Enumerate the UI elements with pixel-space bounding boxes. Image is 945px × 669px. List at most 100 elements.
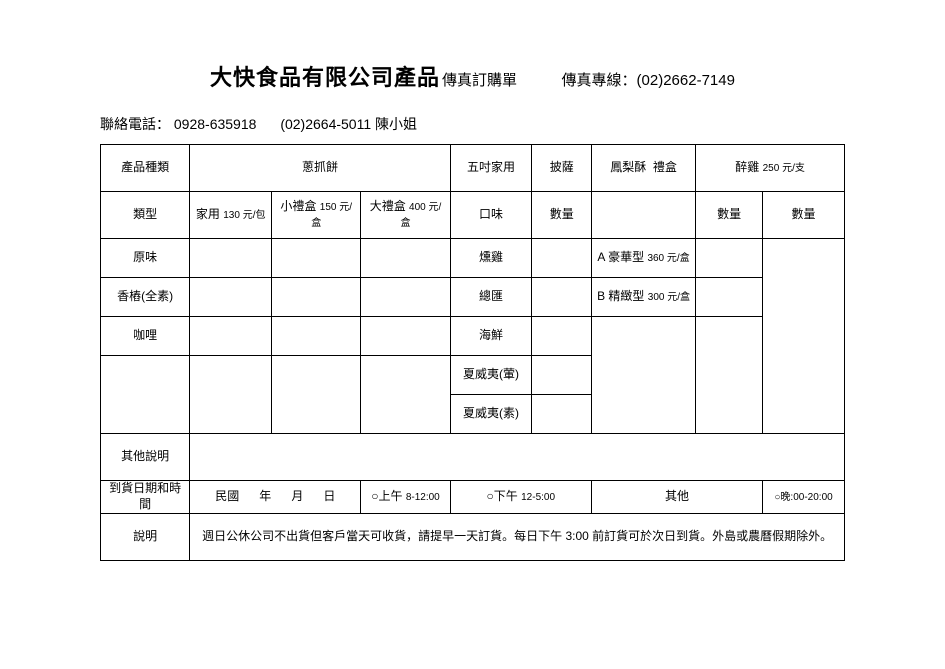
hdr-big-box: 大禮盒 400 元/盒 [361, 192, 450, 239]
company-name: 大快食品有限公司產品 [210, 65, 440, 90]
cell-input[interactable] [361, 317, 450, 356]
delivery-month: 月 [291, 489, 303, 503]
hdr-home-use-text: 家用 [196, 207, 220, 221]
hdr-drunk-chicken-text: 醉雞 [735, 160, 759, 174]
pizza-supreme: 總匯 [450, 278, 532, 317]
delivery-year: 年 [259, 489, 271, 503]
cell-input[interactable] [190, 239, 272, 278]
delivery-date[interactable]: 民國 年 月 日 [190, 481, 361, 514]
hdr-home-use: 家用 130 元/包 [190, 192, 272, 239]
delivery-pm[interactable]: ○下午 12-5:00 [450, 481, 591, 514]
delivery-day: 日 [323, 489, 335, 503]
pineapple-deluxe-text: A 豪華型 [597, 250, 644, 264]
table-row: 香樁(全素) 總匯 B 精緻型 300 元/盒 [101, 278, 845, 317]
contact-label: 聯絡電話： [100, 116, 170, 132]
cell-input[interactable] [272, 278, 361, 317]
order-form-page: 大快食品有限公司產品傳真訂購單 傳真專線：(02)2662-7149 聯絡電話：… [0, 0, 945, 601]
table-row: 咖哩 海鮮 [101, 317, 845, 356]
note-label: 說明 [101, 514, 190, 561]
cell-input[interactable] [272, 317, 361, 356]
other-note-input[interactable] [190, 434, 845, 481]
cell-input[interactable] [532, 239, 592, 278]
table-row: 產品種類 蔥抓餅 五吋家用 披薩 鳳梨酥 禮盒 醉雞 250 元/支 [101, 145, 845, 192]
hdr-type: 類型 [101, 192, 190, 239]
hdr-drunk-chicken-price: 250 元/支 [763, 163, 805, 174]
cell-input[interactable] [532, 356, 592, 395]
delivery-am[interactable]: ○上午 8-12:00 [361, 481, 450, 514]
hdr-small-box-price: 150 元/盒 [311, 202, 352, 229]
cell-input[interactable] [532, 317, 592, 356]
flavor-empty[interactable] [101, 356, 190, 434]
pineapple-fine: B 精緻型 300 元/盒 [591, 278, 695, 317]
flavor-original: 原味 [101, 239, 190, 278]
delivery-pm-time: 12-5:00 [521, 492, 555, 503]
hdr-small-box: 小禮盒 150 元/盒 [272, 192, 361, 239]
delivery-night-radio: ○晚:00-20:00 [774, 492, 832, 503]
fax-number: (02)2662-7149 [637, 72, 735, 89]
delivery-am-time: 8-12:00 [406, 492, 440, 503]
pineapple-fine-price: 300 元/盒 [648, 292, 690, 303]
delivery-other[interactable]: 其他 [591, 481, 762, 514]
delivery-label: 到貨日期和時間 [101, 481, 190, 514]
table-row: 類型 家用 130 元/包 小禮盒 150 元/盒 大禮盒 400 元/盒 口味… [101, 192, 845, 239]
hdr-scallion-pancake: 蔥抓餅 [190, 145, 450, 192]
delivery-am-radio: ○上午 [371, 489, 402, 503]
hdr-big-box-text: 大禮盒 [370, 199, 406, 213]
hdr-pineapple-text: 鳳梨酥 [610, 160, 646, 174]
cell-input[interactable] [190, 356, 272, 434]
contact-tel: (02)2664-5011 [280, 116, 371, 132]
table-row: 說明 週日公休公司不出貨但客戶當天可收貨，請提早一天訂貨。每日下午 3:00 前… [101, 514, 845, 561]
contact-mobile: 0928-635918 [174, 116, 257, 132]
table-row: 到貨日期和時間 民國 年 月 日 ○上午 8-12:00 ○下午 12-5:00… [101, 481, 845, 514]
chicken-qty-input[interactable] [763, 239, 845, 434]
hdr-qty-pizza: 數量 [532, 192, 592, 239]
delivery-night[interactable]: ○晚:00-20:00 [763, 481, 845, 514]
hdr-pineapple: 鳳梨酥 禮盒 [591, 145, 695, 192]
delivery-pm-radio: ○下午 [487, 489, 518, 503]
table-row: 原味 燻雞 A 豪華型 360 元/盒 [101, 239, 845, 278]
flavor-basil-veg: 香樁(全素) [101, 278, 190, 317]
hdr-pizza: 披薩 [532, 145, 592, 192]
hdr-five-inch: 五吋家用 [450, 145, 532, 192]
fax-label: 傳真專線： [562, 72, 637, 89]
cell-input[interactable] [361, 278, 450, 317]
cell-input[interactable] [696, 239, 763, 278]
hdr-giftbox-text: 禮盒 [653, 160, 677, 174]
pineapple-empty[interactable] [591, 317, 695, 434]
pizza-hawaii-meat: 夏威夷(葷) [450, 356, 532, 395]
cell-input[interactable] [190, 278, 272, 317]
hdr-flavor: 口味 [450, 192, 532, 239]
contact-person: 陳小姐 [375, 116, 417, 132]
flavor-curry: 咖哩 [101, 317, 190, 356]
cell-input[interactable] [272, 356, 361, 434]
cell-input[interactable] [190, 317, 272, 356]
title-line: 大快食品有限公司產品傳真訂購單 傳真專線：(02)2662-7149 [100, 60, 845, 92]
pineapple-qty-empty[interactable] [696, 317, 763, 434]
cell-input[interactable] [361, 356, 450, 434]
contact-line: 聯絡電話： 0928-635918 (02)2664-5011 陳小姐 [100, 114, 845, 134]
hdr-home-use-price: 130 元/包 [223, 210, 265, 221]
hdr-five-inch-text: 五吋家用 [467, 160, 515, 174]
hdr-drunk-chicken: 醉雞 250 元/支 [696, 145, 845, 192]
pineapple-fine-text: B 精緻型 [597, 289, 644, 303]
pizza-hawaii-veg: 夏威夷(素) [450, 395, 532, 434]
cell-empty[interactable] [591, 192, 695, 239]
cell-input[interactable] [532, 395, 592, 434]
cell-input[interactable] [696, 278, 763, 317]
pineapple-deluxe: A 豪華型 360 元/盒 [591, 239, 695, 278]
fax-line: 傳真專線：(02)2662-7149 [562, 72, 735, 89]
other-note-label: 其他說明 [101, 434, 190, 481]
cell-input[interactable] [532, 278, 592, 317]
cell-input[interactable] [272, 239, 361, 278]
pizza-smoked-chicken: 燻雞 [450, 239, 532, 278]
form-title: 傳真訂購單 [442, 72, 517, 89]
pineapple-deluxe-price: 360 元/盒 [647, 253, 689, 264]
delivery-other-text: 其他 [665, 489, 689, 503]
hdr-big-box-price: 400 元/盒 [400, 202, 441, 229]
table-row: 其他說明 [101, 434, 845, 481]
pizza-seafood: 海鮮 [450, 317, 532, 356]
cell-input[interactable] [361, 239, 450, 278]
hdr-small-box-text: 小禮盒 [280, 199, 316, 213]
hdr-product-kind: 產品種類 [101, 145, 190, 192]
hdr-qty-chicken: 數量 [763, 192, 845, 239]
